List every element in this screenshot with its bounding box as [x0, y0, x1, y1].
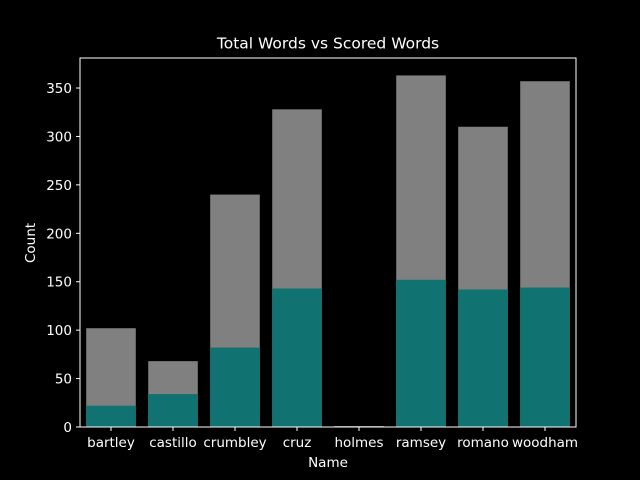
- bar-series-2-woodham: [520, 287, 570, 427]
- x-tick-label-holmes: holmes: [334, 435, 383, 451]
- plot-frame: [79, 57, 577, 428]
- y-axis-label: Count: [23, 223, 39, 263]
- y-tick-label-200: 200: [46, 226, 72, 242]
- bar-series-2-castillo: [148, 394, 198, 427]
- y-tick-label-0: 0: [63, 420, 72, 436]
- y-tick-label-250: 250: [46, 178, 72, 194]
- y-tick-label-350: 350: [46, 81, 72, 97]
- x-axis-label: Name: [308, 455, 348, 471]
- bar-series-2-romano: [458, 289, 508, 427]
- y-tick-label-150: 150: [46, 275, 72, 291]
- x-tick-label-castillo: castillo: [149, 435, 197, 451]
- plot-area: 0 50 100 150 200 250 300 350 bartley castillo crum…: [46, 57, 578, 451]
- chart-title: Total Words vs Scored Words: [216, 35, 439, 53]
- x-tick-label-ramsey: ramsey: [396, 435, 446, 451]
- x-tick-label-crumbley: crumbley: [203, 435, 266, 451]
- bar-series-2-cruz: [272, 288, 322, 427]
- bar-series-2-ramsey: [396, 279, 446, 427]
- x-tick-label-woodham: woodham: [512, 435, 578, 451]
- y-tick-label-300: 300: [46, 129, 72, 145]
- y-tick-label-50: 50: [55, 372, 72, 388]
- bar-series-2-crumbley: [210, 347, 260, 427]
- bar-series-2-bartley: [86, 405, 136, 427]
- y-tick-label-100: 100: [46, 323, 72, 339]
- x-tick-label-bartley: bartley: [87, 435, 135, 451]
- x-tick-label-cruz: cruz: [283, 435, 312, 451]
- x-tick-label-romano: romano: [457, 435, 509, 451]
